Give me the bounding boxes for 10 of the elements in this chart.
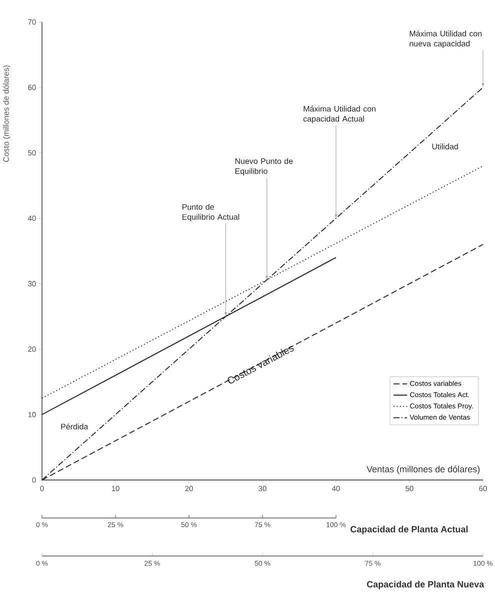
x-axis-title: Ventas (millones de dólares) bbox=[366, 466, 480, 474]
annotation: Utilidad bbox=[432, 144, 458, 150]
annotation: Máxima Utilidad con capacidad Actual bbox=[303, 106, 376, 124]
annotation: Punto de Equilibrio Actual bbox=[182, 204, 240, 222]
annotation: Máxima Utilidad con nueva capacidad bbox=[410, 30, 482, 48]
text: Capacidad de Planta Actual bbox=[350, 526, 468, 534]
annotation: Nuevo Punto de Equilibrio bbox=[235, 158, 293, 176]
x2-axis-title: Capacidad de Planta Nueva bbox=[366, 580, 484, 590]
y-axis-title: Costo (millones de dólares) bbox=[2, 65, 10, 162]
annotation: Pérdida bbox=[61, 423, 88, 430]
